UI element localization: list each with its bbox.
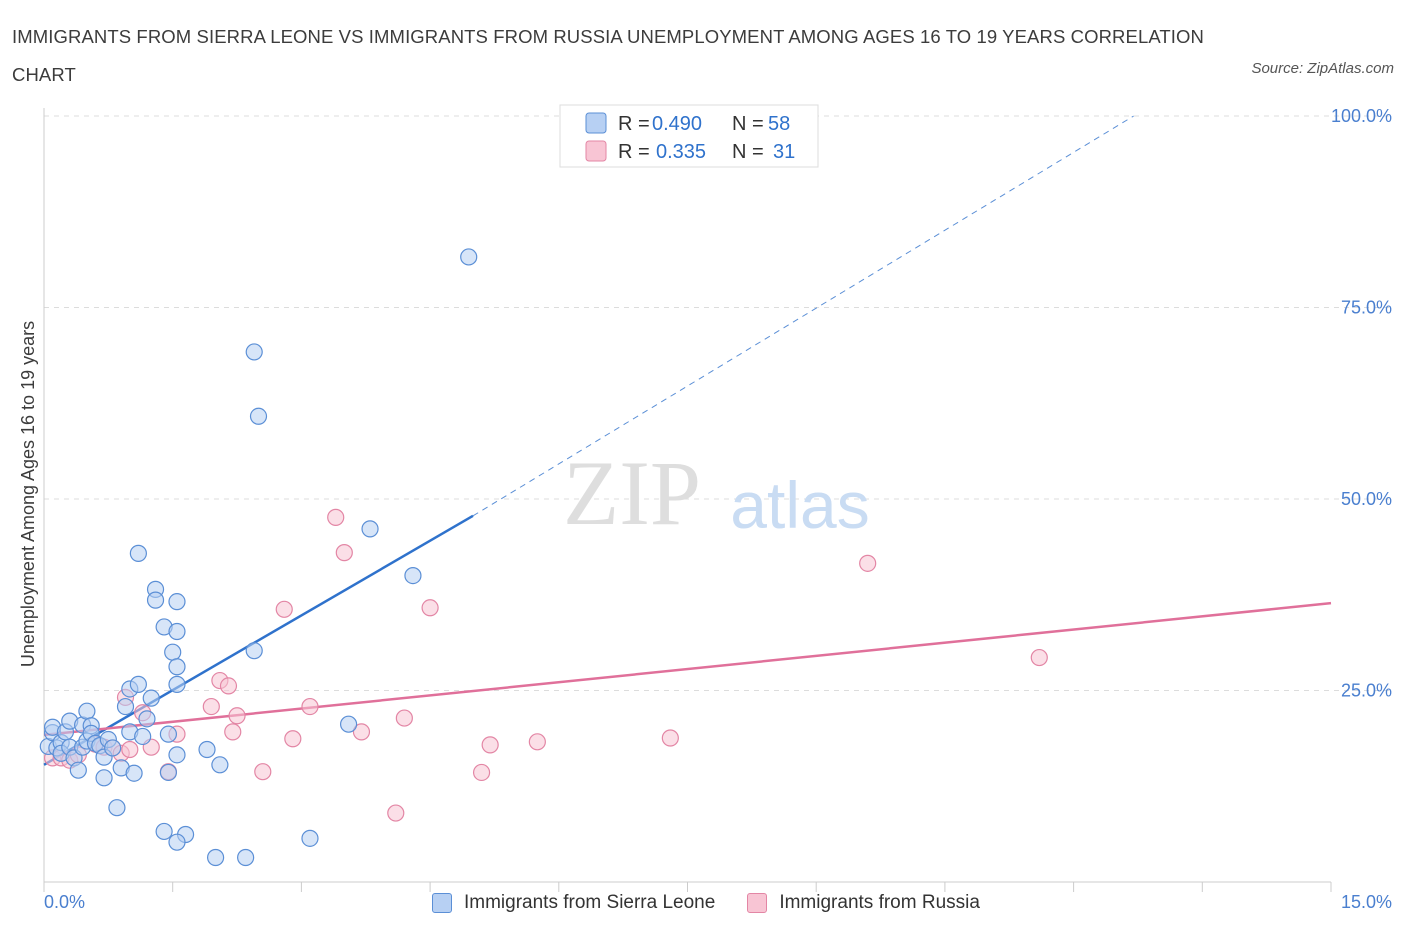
y-axis-title: Unemployment Among Ages 16 to 19 years xyxy=(18,321,38,667)
trendline-sierra-leone-extension xyxy=(472,115,1134,517)
point-sierra-leone xyxy=(211,756,229,774)
point-sierra-leone xyxy=(69,761,87,779)
point-sierra-leone xyxy=(108,799,126,817)
point-sierra-leone xyxy=(78,702,96,720)
y-tick-label: 25.0% xyxy=(1341,681,1392,701)
point-sierra-leone xyxy=(138,710,156,728)
point-russia xyxy=(387,804,405,822)
watermark-zip: ZIP xyxy=(563,442,701,544)
point-sierra-leone xyxy=(249,407,268,425)
point-sierra-leone xyxy=(168,746,186,764)
legend-n-label-1: N = xyxy=(732,113,764,135)
legend-n-label-2: N = xyxy=(732,141,764,163)
legend-r-label-1: R = xyxy=(618,113,650,135)
x-tick-label-max: 15.0% xyxy=(1341,892,1392,912)
point-russia xyxy=(284,730,302,748)
legend-swatch-sierra-leone xyxy=(585,112,607,134)
chart-title: IMMIGRANTS FROM SIERRA LEONE VS IMMIGRAN… xyxy=(12,26,1204,85)
point-russia xyxy=(224,723,242,741)
top-legend: R = 0.490 N = 58 R = 0.335 N = 31 xyxy=(559,104,819,168)
legend-r-value-2: 0.335 xyxy=(656,141,706,163)
point-sierra-leone xyxy=(104,739,122,757)
point-sierra-leone xyxy=(460,248,478,266)
point-russia xyxy=(481,736,499,754)
point-russia xyxy=(275,600,293,618)
trendline-russia xyxy=(43,601,1332,737)
point-sierra-leone xyxy=(168,593,186,611)
point-russia xyxy=(395,709,413,727)
point-russia xyxy=(528,733,546,751)
point-sierra-leone xyxy=(168,675,186,693)
y-tick-label: 100.0% xyxy=(1331,106,1392,126)
point-russia xyxy=(121,740,139,759)
trend-layer xyxy=(43,115,1332,766)
point-sierra-leone xyxy=(142,689,160,707)
point-sierra-leone xyxy=(129,544,147,562)
bottom-legend-item-sierra-leone: Immigrants from Sierra Leone xyxy=(432,892,715,914)
bottom-legend-label-sierra-leone: Immigrants from Sierra Leone xyxy=(464,892,716,913)
point-russia xyxy=(335,544,353,562)
point-sierra-leone xyxy=(134,727,152,746)
point-russia xyxy=(352,723,371,741)
bottom-legend-swatch-russia xyxy=(747,893,768,913)
bottom-legend-swatch-sierra-leone xyxy=(432,893,452,913)
point-sierra-leone xyxy=(207,848,225,867)
point-sierra-leone xyxy=(168,622,186,641)
point-russia xyxy=(202,697,220,716)
legend-swatch-russia xyxy=(585,140,607,162)
point-sierra-leone xyxy=(125,764,143,782)
legend-r-label-2: R = xyxy=(618,141,650,163)
point-russia xyxy=(472,763,491,782)
point-sierra-leone xyxy=(361,520,379,538)
points-layer xyxy=(39,248,1048,867)
point-sierra-leone xyxy=(301,829,319,847)
point-russia xyxy=(301,697,319,716)
point-sierra-leone xyxy=(245,642,263,660)
point-sierra-leone xyxy=(159,725,178,743)
watermark: ZIP atlas xyxy=(563,442,870,544)
point-sierra-leone xyxy=(164,643,182,661)
point-sierra-leone xyxy=(159,763,178,782)
point-russia xyxy=(228,707,246,725)
point-sierra-leone xyxy=(168,658,186,676)
point-sierra-leone xyxy=(116,697,135,716)
point-sierra-leone xyxy=(129,675,147,693)
point-russia xyxy=(421,599,439,617)
bottom-legend-label-russia: Immigrants from Russia xyxy=(779,892,980,913)
point-sierra-leone xyxy=(168,833,186,851)
point-sierra-leone xyxy=(198,740,216,759)
trendline-sierra-leone xyxy=(43,514,474,766)
point-russia xyxy=(859,554,877,572)
point-russia xyxy=(254,763,272,781)
grid-layer xyxy=(44,115,1392,691)
point-sierra-leone xyxy=(404,566,422,585)
y-tick-label: 50.0% xyxy=(1341,489,1392,509)
point-russia xyxy=(1030,648,1048,667)
bottom-legend-item-russia: Immigrants from Russia xyxy=(747,892,980,914)
point-russia xyxy=(327,508,345,526)
point-russia xyxy=(219,677,238,695)
watermark-atlas: atlas xyxy=(730,468,869,542)
point-sierra-leone xyxy=(237,848,255,867)
x-tick-label-min: 0.0% xyxy=(44,892,85,912)
legend-n-value-1: 58 xyxy=(768,113,790,135)
point-sierra-leone xyxy=(245,343,263,361)
point-sierra-leone xyxy=(146,591,165,609)
legend-r-value-1: 0.490 xyxy=(652,113,702,135)
axes-layer: 100.0% 75.0% 50.0% 25.0% 0.0% 15.0% xyxy=(43,106,1392,912)
y-tick-label: 75.0% xyxy=(1341,298,1392,318)
bottom-legend: Immigrants from Sierra Leone Immigrants … xyxy=(432,890,1012,916)
point-sierra-leone xyxy=(155,822,173,841)
legend-n-value-2: 31 xyxy=(773,141,795,163)
point-sierra-leone xyxy=(339,715,358,733)
source-label: Source: ZipAtlas.com xyxy=(1251,60,1394,77)
point-russia xyxy=(661,729,679,747)
point-sierra-leone xyxy=(95,769,113,787)
